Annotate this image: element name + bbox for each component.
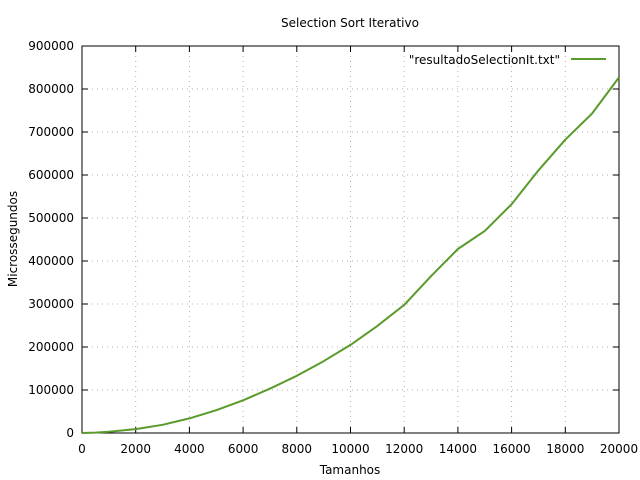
x-tick-label: 8000	[282, 442, 313, 456]
y-tick-labels: 0 100000 200000 300000 400000 500000 600000 700…	[28, 39, 74, 440]
x-tick-label: 6000	[228, 442, 259, 456]
y-tick-label: 300000	[28, 297, 74, 311]
x-tick-label: 4000	[174, 442, 205, 456]
y-tick-label: 100000	[28, 383, 74, 397]
series-line	[81, 76, 620, 434]
y-axis-label: Microssegundos	[6, 191, 20, 287]
y-tick-label: 400000	[28, 254, 74, 268]
x-tick-label: 18000	[546, 442, 584, 456]
x-tick-label: 14000	[439, 442, 477, 456]
chart-title: Selection Sort Iterativo	[281, 16, 419, 30]
x-axis-label: Tamanhos	[319, 463, 381, 477]
x-tick-label: 12000	[385, 442, 423, 456]
x-tick-label: 2000	[120, 442, 151, 456]
series-layer	[81, 76, 620, 434]
y-tick-label: 500000	[28, 211, 74, 225]
y-tick-label: 800000	[28, 82, 74, 96]
y-tick-label: 0	[66, 426, 74, 440]
y-tick-label: 700000	[28, 125, 74, 139]
x-tick-label: 16000	[493, 442, 531, 456]
x-tick-label: 0	[78, 442, 86, 456]
x-tick-labels: 0 2000 4000 6000 8000 10000 12000 14000 16000 180…	[78, 442, 638, 456]
y-tick-label: 200000	[28, 340, 74, 354]
x-tick-label: 20000	[600, 442, 638, 456]
legend-label: "resultadoSelectionIt.txt"	[409, 53, 560, 67]
x-tick-label: 10000	[331, 442, 369, 456]
grid-lines	[82, 46, 619, 433]
y-tick-label: 600000	[28, 168, 74, 182]
plot-frame	[81, 45, 620, 434]
legend: "resultadoSelectionIt.txt"	[409, 53, 606, 67]
y-tick-label: 900000	[28, 39, 74, 53]
axis-ticks	[81, 45, 620, 434]
